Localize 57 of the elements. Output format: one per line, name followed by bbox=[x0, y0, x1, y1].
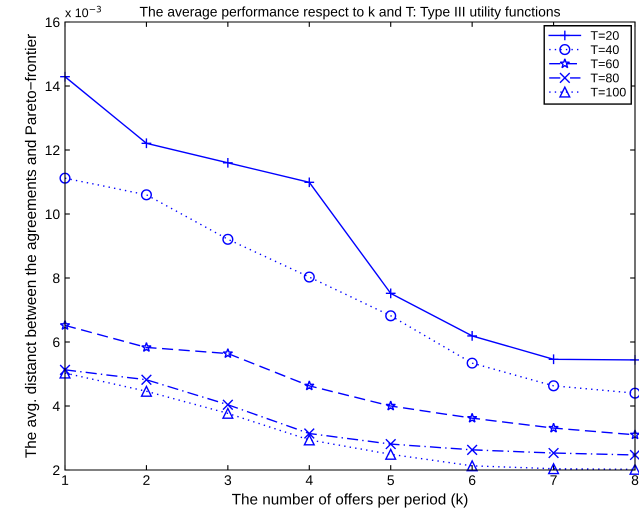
point bbox=[385, 400, 396, 411]
y-tick-label: 10 bbox=[46, 209, 60, 220]
text: x 10$^{−3}$ bbox=[65, 6, 101, 18]
point bbox=[629, 464, 639, 475]
point bbox=[548, 447, 560, 459]
legend-label: T=60 bbox=[590, 59, 619, 68]
legend-label: T=100 bbox=[590, 88, 626, 97]
point bbox=[385, 310, 396, 322]
x-axis-title: The number of offers per period (k) bbox=[232, 493, 468, 508]
point bbox=[629, 449, 639, 461]
x-tick-label: 1 bbox=[62, 475, 68, 485]
point bbox=[141, 342, 152, 352]
point bbox=[548, 380, 560, 392]
y-tick-label: 12 bbox=[46, 145, 60, 156]
point bbox=[222, 348, 234, 358]
point bbox=[222, 408, 234, 419]
point bbox=[304, 271, 315, 283]
legend-label: T=40 bbox=[590, 45, 619, 54]
x-tick-label: 5 bbox=[387, 475, 394, 486]
y-tick-label: 16 bbox=[46, 17, 60, 28]
point bbox=[466, 412, 478, 423]
point bbox=[140, 374, 152, 386]
point bbox=[59, 367, 71, 379]
y-tick-label: 14 bbox=[46, 81, 60, 92]
y-tick-label: 4 bbox=[52, 401, 60, 412]
x-tick-label: 8 bbox=[632, 475, 638, 486]
x-tick-label: 4 bbox=[306, 475, 313, 485]
point bbox=[304, 434, 315, 446]
point bbox=[466, 460, 478, 472]
x-tick-label: 3 bbox=[224, 475, 232, 486]
point bbox=[629, 388, 639, 399]
point bbox=[60, 320, 70, 330]
point bbox=[140, 189, 152, 200]
point bbox=[304, 428, 315, 440]
point bbox=[140, 386, 152, 397]
y-axis-title: The avg. distanct between the agreements and Pareto−frontier bbox=[24, 34, 40, 458]
chart-title: The average performance respect to k and T: Type III utility functions bbox=[140, 6, 560, 20]
legend-label: T=80 bbox=[590, 74, 619, 82]
point bbox=[466, 358, 478, 369]
x-tick-label: 2 bbox=[143, 475, 150, 485]
point bbox=[385, 448, 396, 460]
point bbox=[304, 380, 315, 390]
point bbox=[59, 172, 71, 184]
y-tick-label: 6 bbox=[53, 337, 60, 348]
point bbox=[385, 438, 396, 450]
point bbox=[59, 364, 71, 376]
point bbox=[630, 429, 639, 440]
point bbox=[222, 399, 234, 410]
x-tick-label: 7 bbox=[550, 475, 557, 485]
point bbox=[548, 422, 559, 433]
point bbox=[222, 234, 234, 245]
point bbox=[466, 444, 478, 456]
legend-label: T=20 bbox=[590, 31, 619, 40]
x-tick-label: 6 bbox=[468, 475, 476, 486]
point bbox=[548, 463, 560, 474]
y-tick-label: 8 bbox=[53, 273, 60, 284]
y-tick-label: 2 bbox=[53, 465, 60, 476]
